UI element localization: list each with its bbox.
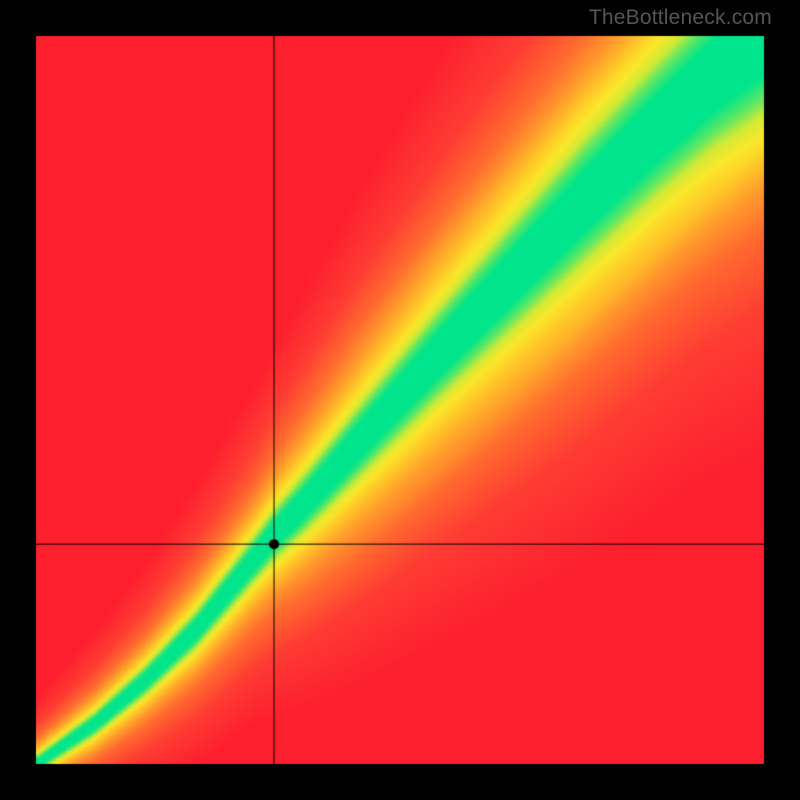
chart-container: TheBottleneck.com [0,0,800,800]
watermark-text: TheBottleneck.com [589,6,772,30]
chart-frame [0,0,800,800]
heatmap-canvas [0,0,800,800]
